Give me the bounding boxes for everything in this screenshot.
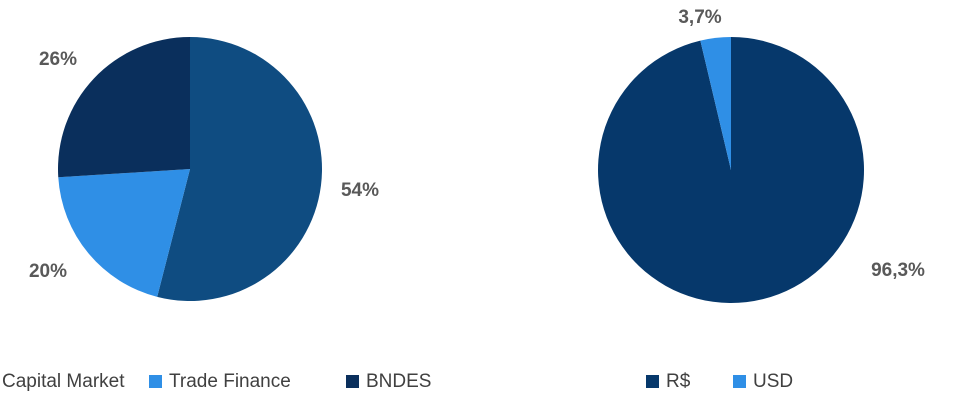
slice-value-label-capital-market: 54% [341, 180, 379, 201]
chart-legend: R$ USD [646, 371, 793, 392]
legend-label: BNDES [366, 371, 431, 392]
pie-slice-rbrl [598, 37, 865, 303]
slice-value-label-rbrl: 96,3% [871, 260, 925, 281]
legend-label: USD [753, 371, 793, 392]
legend-item-rbrl: R$ [646, 371, 691, 392]
currency-pie-chart: 96,3% 3,7% R$ USD [598, 7, 925, 392]
legend-swatch [733, 375, 746, 388]
legend-swatch [149, 375, 162, 388]
legend-item-bndes: BNDES [346, 371, 431, 392]
chart-legend: Capital Market Trade Finance BNDES [2, 371, 431, 392]
funding-source-pie-chart: 54% 20% 26% Capital Market Trade Finance BNDE… [2, 37, 431, 392]
legend-label: Trade Finance [169, 371, 291, 392]
legend-item-capital-market: Capital Market [2, 371, 125, 392]
pie-slice-usd [700, 37, 731, 170]
legend-label: Capital Market [2, 371, 125, 392]
legend-item-trade-finance: Trade Finance [149, 371, 291, 392]
legend-label: R$ [666, 371, 691, 392]
pie-slice-bndes [57, 37, 190, 178]
legend-item-usd: USD [733, 371, 793, 392]
legend-swatch [646, 375, 659, 388]
slice-value-label-trade-finance: 20% [29, 261, 67, 282]
pie-slice-trade-finance [58, 169, 191, 297]
slice-value-label-bndes: 26% [39, 49, 77, 70]
slice-value-label-usd: 3,7% [678, 7, 721, 28]
legend-swatch [346, 375, 359, 388]
pie-slice-capital-market [157, 37, 323, 301]
